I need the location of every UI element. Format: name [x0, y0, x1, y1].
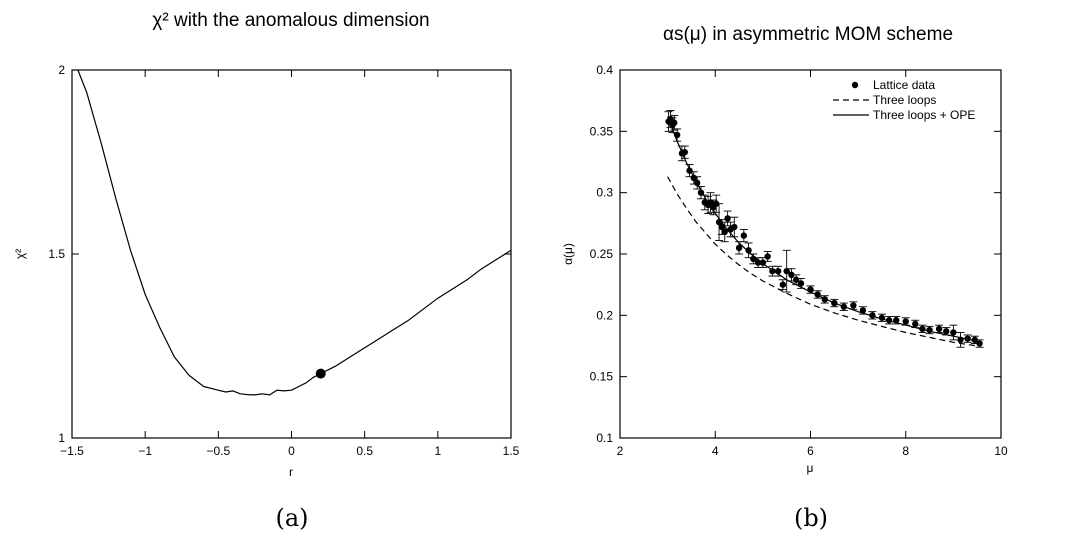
chart-a-xtick-label: −1.5 [60, 444, 84, 458]
chart-a-xlabel: r [289, 465, 293, 479]
chart-b-data-point [783, 267, 790, 275]
chart-b-data-point [788, 271, 795, 279]
chart-b-ytick-label: 0.35 [590, 124, 614, 138]
chart-b-data-point [950, 329, 957, 336]
chart-b-data-point [764, 253, 771, 260]
chart-b-series-line-three-loops [667, 176, 978, 347]
chart-a-caption: (a) [275, 504, 308, 532]
chart-b-data-point [850, 302, 857, 309]
chart-b-frame [619, 69, 1002, 439]
chart-b-ylabel: α(μ) [561, 243, 575, 265]
chart-b-xtick-label: 10 [994, 444, 1008, 458]
chart-b-legend-label-three-loops-ope: Three loops + OPE [873, 108, 975, 122]
chart-b-data-point [912, 320, 919, 328]
chart-b-data-point [902, 318, 909, 325]
chart-b-data-point [671, 119, 678, 126]
chart-a-series-line-series-0 [77, 70, 511, 396]
chart-b-legend-label-three-loops: Three loops [873, 93, 936, 107]
chart-a-highlight-marker [315, 368, 326, 379]
chart-b-data-point [935, 325, 943, 333]
chart-alpha-s: αs(μ) in asymmetric MOM scheme 2 4 6 8 10 0.1… [561, 24, 1008, 532]
chart-a-ytick-label: 1 [58, 431, 65, 445]
chart-b-series-lattice-data [664, 110, 984, 348]
chart-a-xtick-label: −1 [138, 444, 152, 458]
chart-a-frame [71, 69, 512, 439]
chart-b-ytick-label: 0.15 [590, 370, 614, 384]
chart-b-xlabel: μ [807, 461, 814, 475]
chart-b-data-point [797, 280, 805, 287]
chart-b-ytick-label: 0.4 [596, 63, 613, 77]
chart-a-ylabel: χ² [13, 249, 27, 259]
chart-a-series-group [77, 70, 511, 396]
chart-b-data-point [731, 223, 738, 231]
chart-b-data-point [859, 307, 867, 314]
chart-b-legend-marker-lattice-data [851, 81, 859, 89]
chart-b-ytick-label: 0.3 [596, 186, 613, 200]
chart-a-plot-area: −1.5 −1 −0.5 0 0.5 1 1.5 1 1.5 2 [48, 63, 519, 458]
chart-b-xtick-label: 8 [902, 444, 909, 458]
chart-b-xtick-label: 4 [712, 444, 719, 458]
chart-b-xtick-label: 2 [617, 444, 624, 458]
chart-a-xtick-label: −0.5 [206, 444, 230, 458]
chart-a-xtick-label: 1 [434, 444, 441, 458]
chart-a-xtick-label: 1.5 [503, 444, 520, 458]
chart-b-data-point [779, 281, 787, 288]
chart-a-title: χ² with the anomalous dimension [152, 10, 429, 31]
chart-b-series-line-three-loops-ope [667, 116, 978, 342]
chart-b-legend-label-lattice-data: Lattice data [873, 78, 935, 92]
chart-b-xtick-label: 6 [807, 444, 814, 458]
chart-a-ytick-label: 1.5 [48, 247, 65, 261]
chart-b-data-point [943, 328, 950, 335]
chart-b-data-point [740, 232, 748, 239]
chart-a-xtick-label: 0.5 [356, 444, 373, 458]
chart-b-data-point [735, 244, 743, 252]
chart-b-data-point [976, 340, 983, 347]
chart-a-xtick-label: 0 [288, 444, 295, 458]
chart-b-ytick-label: 0.25 [590, 247, 614, 261]
chart-b-data-point [745, 247, 752, 254]
chart-b-ytick-label: 0.2 [596, 308, 613, 322]
chart-b-title: αs(μ) in asymmetric MOM scheme [663, 24, 953, 45]
chart-b-series-group [664, 110, 984, 348]
chart-b-data-point [721, 228, 728, 236]
chart-b-plot-area: 2 4 6 8 10 0.1 0.15 0.2 0.25 0.3 0.35 0.4 Lattice da… [590, 63, 1008, 458]
chart-chi-squared: χ² with the anomalous dimension −1.5 −1 −0… [13, 10, 520, 532]
chart-b-ytick-label: 0.1 [596, 431, 613, 445]
chart-b-data-point [724, 215, 731, 222]
chart-a-ytick-label: 2 [58, 63, 65, 77]
chart-b-caption: (b) [794, 504, 828, 532]
